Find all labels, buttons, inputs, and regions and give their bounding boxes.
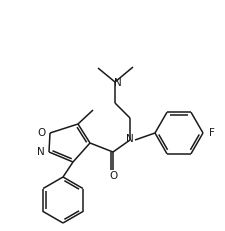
- Text: N: N: [114, 78, 122, 88]
- Text: N: N: [126, 134, 134, 144]
- Text: N: N: [37, 147, 45, 157]
- Text: O: O: [38, 128, 46, 138]
- Text: F: F: [209, 128, 215, 138]
- Text: O: O: [110, 171, 118, 181]
